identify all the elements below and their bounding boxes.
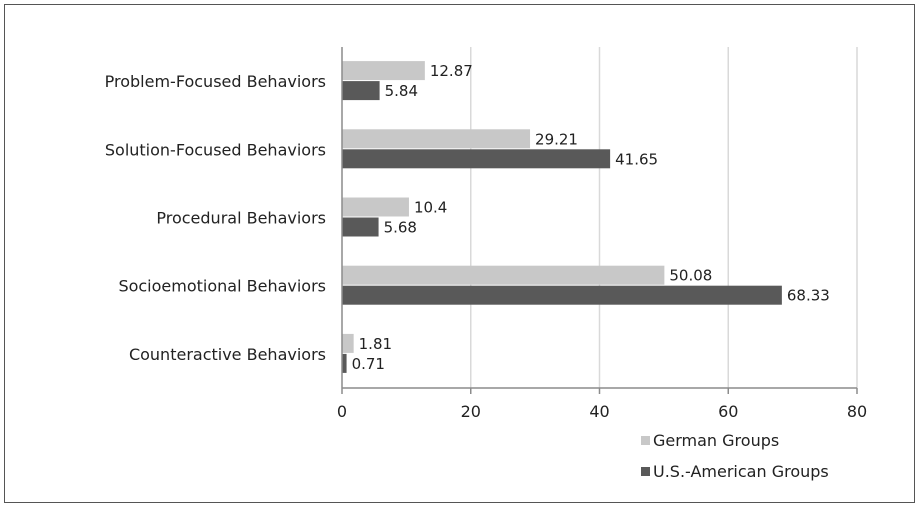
value-label: 68.33 [787,287,830,305]
bar [342,285,782,305]
bar [342,81,380,101]
legend-label: German Groups [653,431,779,450]
bar [342,61,425,81]
value-label: 5.68 [384,219,417,237]
category-label: Solution-Focused Behaviors [105,140,326,159]
bar [342,265,665,285]
tick-label: 80 [847,402,867,421]
category-label: Problem-Focused Behaviors [105,72,326,91]
value-label: 41.65 [615,150,658,168]
tick-label: 20 [461,402,481,421]
legend-label: U.S.-American Groups [653,462,829,481]
tick-label: 40 [589,402,609,421]
bar [342,129,531,149]
tick-label: 60 [718,402,738,421]
chart-frame [4,4,915,503]
bar [342,353,347,373]
value-label: 0.71 [352,355,385,373]
bars [342,61,782,373]
category-label: Counteractive Behaviors [129,345,326,364]
category-label: Procedural Behaviors [156,209,326,228]
x-axis: 0 20 40 60 80 [337,47,867,421]
value-label: 5.84 [385,82,418,100]
legend-swatch [641,467,650,476]
value-label: 29.21 [535,130,578,148]
value-label: 1.81 [359,335,392,353]
value-label: 12.87 [430,62,473,80]
value-label: 10.4 [414,199,447,217]
bar [342,333,354,353]
category-labels: Problem-Focused Behaviors Solution-Focuse… [105,72,326,364]
legend: German Groups U.S.-American Groups [641,431,829,481]
legend-swatch [641,436,650,445]
bar [342,149,611,169]
tick-label: 0 [337,402,347,421]
category-label: Socioemotional Behaviors [118,277,326,296]
gridlines [470,47,858,388]
bar [342,197,409,217]
value-labels: 12.87 5.84 29.21 41.65 10.4 5.68 50.08 68.33 1.8… [352,62,830,373]
bar [342,217,379,237]
value-label: 50.08 [669,267,712,285]
